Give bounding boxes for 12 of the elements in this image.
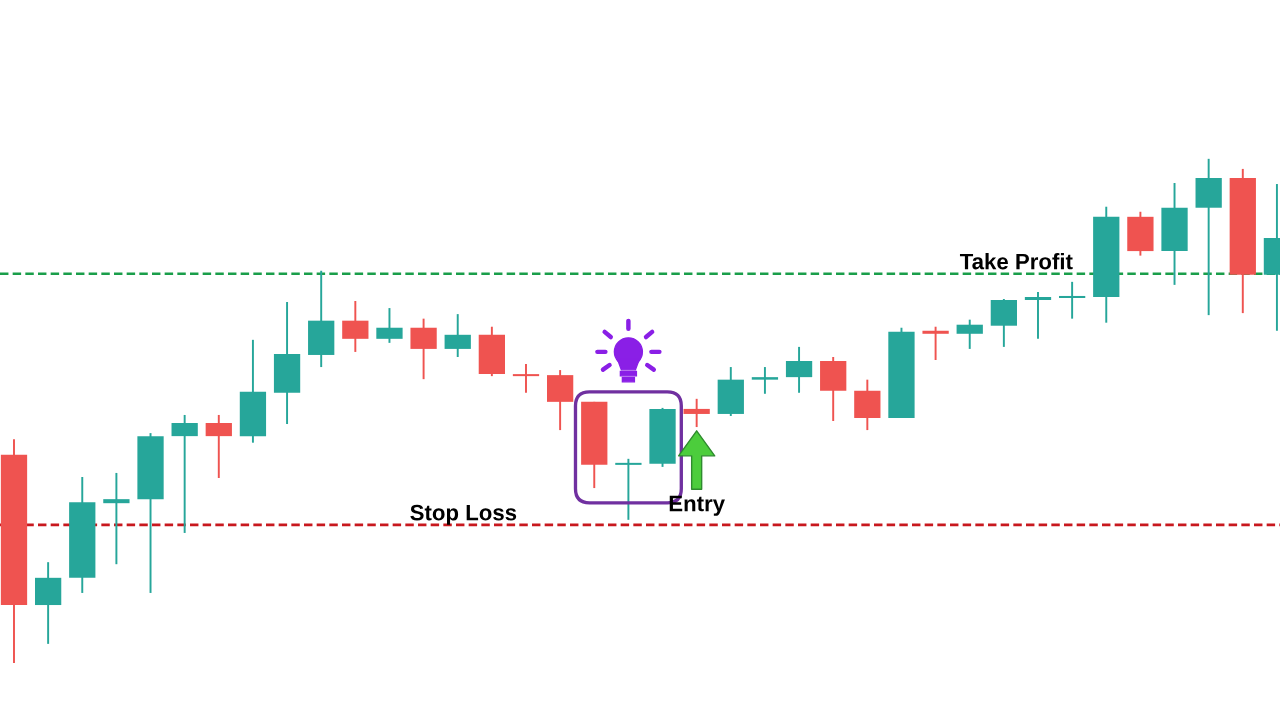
- candlestick: [615, 457, 642, 521]
- candlestick: [751, 366, 779, 395]
- ref-line-label: Stop Loss: [410, 504, 517, 525]
- candlestick: [103, 471, 130, 566]
- annotation: Entry: [669, 495, 725, 516]
- ref-line-label: Take Profit: [959, 253, 1073, 270]
- candlestick: [512, 363, 540, 394]
- candlestick: [683, 397, 710, 429]
- candlestick: [171, 413, 198, 534]
- candlestick: [1024, 290, 1052, 340]
- candlestick: [922, 325, 949, 361]
- candlestick: [1058, 280, 1086, 320]
